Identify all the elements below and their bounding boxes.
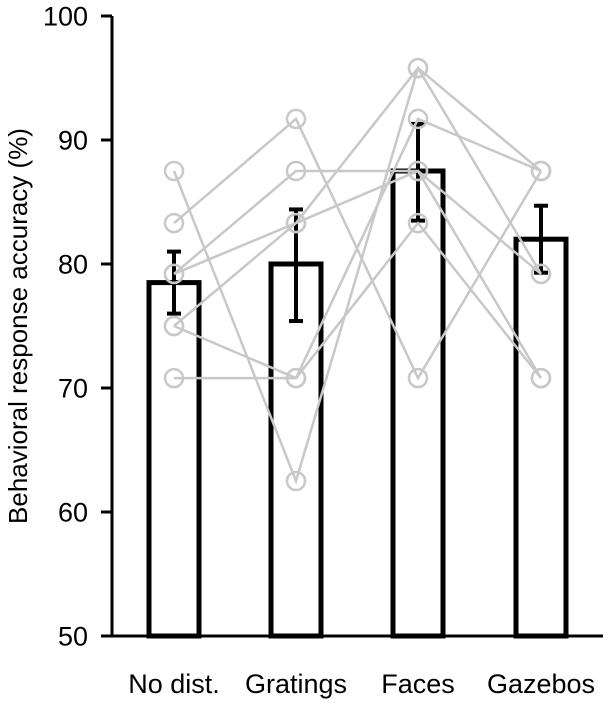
x-tick-label: Faces	[381, 669, 455, 699]
axes	[110, 16, 603, 638]
x-tick-label: Gazebos	[487, 669, 595, 699]
subject-point-1-2	[407, 367, 429, 389]
subject-line-4	[173, 117, 542, 380]
bar-3	[513, 236, 569, 639]
subject-point-6-2	[407, 160, 429, 182]
x-tick-label: No dist.	[128, 669, 220, 699]
subject-point-5-0	[163, 367, 185, 389]
individual-subject-lines	[163, 57, 552, 492]
subject-point-3-3	[530, 263, 552, 285]
subject-point-1-1	[285, 108, 307, 130]
subject-line-6	[173, 169, 543, 379]
subject-point-6-0	[163, 263, 185, 285]
subject-point-4-0	[163, 315, 185, 337]
subject-point-4-2	[407, 108, 429, 130]
y-tick-label: 100	[43, 2, 88, 32]
x-tick-label: Gratings	[245, 669, 347, 699]
subject-line-0	[172, 65, 542, 485]
subject-point-6-3	[530, 367, 552, 389]
subject-point-6-1	[285, 212, 307, 234]
subject-point-4-3	[530, 160, 552, 182]
subject-point-0-1	[285, 470, 307, 492]
subject-line-2	[173, 169, 542, 275]
subject-line-5	[174, 221, 542, 380]
y-axis-title: Behavioral response accuracy (%)	[3, 128, 33, 524]
y-tick-label: 50	[58, 622, 88, 652]
subject-point-5-2	[407, 212, 429, 234]
subject-point-0-0	[163, 160, 185, 182]
subject-point-2-1	[285, 160, 307, 182]
y-tick-label: 70	[58, 374, 88, 404]
y-ticks: 50 60 70 80 90 100	[43, 2, 112, 652]
bar-2	[390, 168, 446, 639]
y-tick-label: 60	[58, 498, 88, 528]
y-tick-label: 80	[58, 250, 88, 280]
x-tick-labels: No dist. Gratings Faces Gazebos	[128, 669, 595, 699]
subject-point-3-2	[407, 57, 429, 79]
subject-point-1-0	[163, 212, 185, 234]
subject-line-3	[173, 65, 543, 327]
y-tick-label: 90	[58, 126, 88, 156]
subject-point-5-1	[285, 367, 307, 389]
